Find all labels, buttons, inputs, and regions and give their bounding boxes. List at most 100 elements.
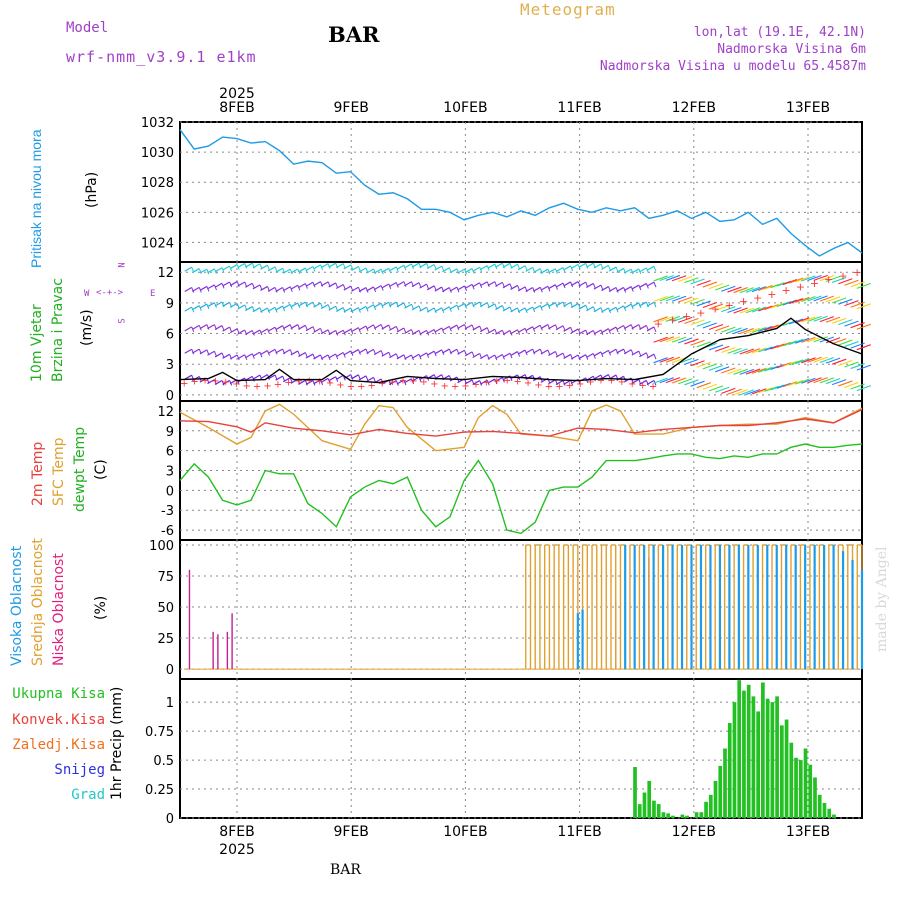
svg-text:+: +	[682, 310, 691, 323]
top-day-label: 8FEB	[219, 100, 254, 116]
panel-frame-0	[179, 121, 863, 263]
precip-bar	[822, 802, 827, 818]
footer-station: BAR	[330, 862, 361, 878]
svg-text:+: +	[781, 284, 790, 297]
svg-text:+: +	[796, 281, 805, 294]
compass-arrows: <-+->	[96, 288, 124, 298]
panel-frame-4	[179, 678, 863, 819]
svg-text:+: +	[180, 379, 188, 390]
precip-bar	[723, 748, 727, 818]
y-tick-label: 9	[166, 297, 174, 312]
lonlat-text: lon,lat (19.1E, 42.1N)	[693, 25, 866, 40]
precip-bar	[671, 815, 675, 818]
bottom-day-label: 10FEB	[443, 824, 487, 840]
y-tick-label: 75	[157, 570, 174, 585]
precip-bar	[784, 719, 789, 818]
panel-frame-3	[179, 539, 863, 680]
y-tick-label: 0	[166, 812, 174, 827]
svg-text:+: +	[378, 379, 386, 390]
svg-text:+: +	[607, 376, 615, 387]
bottom-year-label: 2025	[219, 842, 255, 858]
precip-bar	[704, 801, 708, 818]
svg-text:+: +	[190, 377, 198, 388]
svg-text:+: +	[555, 382, 563, 393]
top-day-label: 13FEB	[786, 100, 830, 116]
precip-bar	[637, 804, 642, 818]
wind-speed-line	[179, 317, 863, 384]
bottom-day-label: 8FEB	[219, 824, 254, 840]
precip-bar	[775, 696, 779, 818]
precip-bar	[713, 780, 718, 818]
precip-bar	[742, 690, 746, 818]
svg-text:+: +	[513, 376, 521, 387]
precip-bar	[642, 792, 647, 818]
y-tick-label: 1024	[141, 236, 174, 251]
precip-bar	[661, 812, 666, 818]
svg-text:+: +	[493, 376, 501, 387]
precip-bar	[685, 815, 689, 818]
precip-bar	[727, 723, 732, 818]
precip-bar	[633, 767, 637, 818]
svg-text:+: +	[838, 269, 847, 282]
svg-text:+: +	[767, 288, 776, 301]
precip-bar	[680, 814, 685, 818]
svg-text:+: +	[347, 381, 355, 392]
precip-bar	[666, 813, 671, 818]
svg-text:+: +	[430, 379, 438, 390]
svg-text:+: +	[824, 273, 833, 286]
svg-text:+: +	[263, 381, 271, 392]
svg-text:+: +	[586, 377, 594, 388]
svg-text:+: +	[284, 378, 292, 389]
y-tick-label: 0.25	[145, 783, 174, 798]
svg-text:+: +	[810, 277, 819, 290]
y-tick-label: 1032	[141, 116, 174, 131]
svg-text:+: +	[628, 379, 636, 390]
precip-bar	[656, 804, 661, 818]
y-tick-label: 3	[166, 358, 174, 373]
svg-text:+: +	[503, 376, 511, 387]
svg-text:+: +	[315, 376, 323, 387]
svg-text:+: +	[618, 377, 626, 388]
svg-text:+: +	[368, 381, 376, 392]
y-tick-label: 0	[166, 484, 174, 499]
top-year-label: 2025	[219, 86, 255, 102]
svg-text:+: +	[566, 381, 574, 392]
precip-bar	[647, 780, 652, 818]
svg-text:+: +	[649, 382, 657, 393]
altitude-text: Nadmorska Visina 6m	[717, 42, 866, 57]
precip-bar	[751, 696, 756, 818]
svg-text:+: +	[201, 376, 209, 387]
y-tick-label: 1028	[141, 176, 174, 191]
svg-text:+: +	[388, 377, 396, 388]
y-tick-label: 1026	[141, 206, 174, 221]
svg-text:+: +	[739, 295, 748, 308]
precip-label-frz: Zaledj.Kisa	[12, 737, 105, 753]
precip-label-total: Ukupna Kisa	[12, 686, 105, 702]
y-tick-label: 0.75	[145, 725, 174, 740]
top-day-label: 11FEB	[557, 100, 601, 116]
precip-bar	[817, 794, 822, 818]
precip-bar	[652, 800, 656, 818]
precip-bar	[779, 725, 784, 818]
y-tick-label: 12	[157, 266, 174, 281]
y-tick-label: 6	[166, 445, 174, 460]
precip-bar	[732, 702, 737, 818]
top-day-label: 10FEB	[443, 100, 487, 116]
svg-text:+: +	[461, 381, 469, 392]
svg-text:+: +	[440, 381, 448, 392]
y-tick-label: 0	[166, 389, 174, 404]
svg-text:+: +	[409, 376, 417, 387]
svg-text:+: +	[853, 266, 862, 279]
wind-barbs: + + + + + + + + + + + + + + + + + + + + + + + + + + + + + + + + + + + + + + + +…	[180, 262, 871, 396]
svg-text:+: +	[243, 381, 251, 392]
precip-bar	[832, 814, 836, 818]
top-day-label: 9FEB	[333, 100, 368, 116]
y-tick-label: 1030	[141, 146, 174, 161]
svg-text:+: +	[710, 303, 719, 316]
y-tick-label: 0	[166, 663, 174, 678]
precip-label-snow: Snijeg	[54, 762, 105, 778]
y-tick-label: -3	[161, 504, 174, 519]
svg-text:+: +	[753, 292, 762, 305]
compass-w: W	[84, 289, 90, 299]
